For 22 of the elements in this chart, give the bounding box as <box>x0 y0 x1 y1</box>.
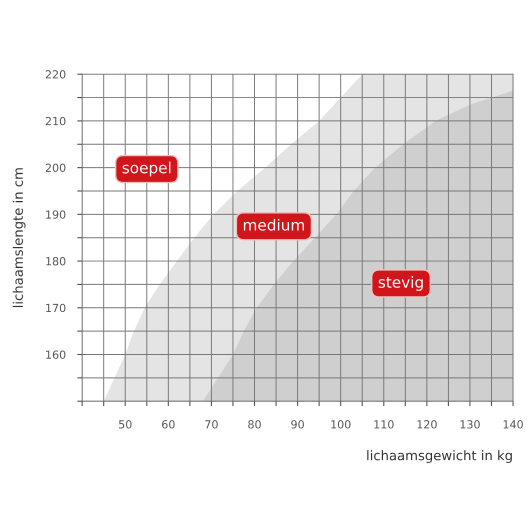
annotation: medium <box>244 218 304 231</box>
y-tick-label: 170 <box>46 304 66 312</box>
x-tick-label: 70 <box>205 420 218 429</box>
annotation: stevig <box>378 276 423 291</box>
x-tick-label: 50 <box>119 420 132 429</box>
x-tick-label: 140 <box>504 420 523 429</box>
y-tick-label: 200 <box>46 164 66 172</box>
x-axis-title: lichaamsgewicht in kg <box>367 450 512 463</box>
annotation: soepel <box>122 162 170 176</box>
x-tick-label: 110 <box>374 420 394 429</box>
x-tick-label: 80 <box>248 420 261 429</box>
y-tick-label: 210 <box>46 116 66 126</box>
y-axis-title: lichaamslengte in cm <box>12 168 26 308</box>
x-tick-label: 90 <box>291 420 304 429</box>
y-tick-label: 180 <box>46 257 66 266</box>
y-tick-label: 190 <box>46 210 66 219</box>
y-tick-label: 160 <box>46 350 66 359</box>
x-tick-label: 120 <box>417 420 437 429</box>
x-tick-label: 130 <box>460 420 480 429</box>
y-tick-label: 220 <box>46 70 66 79</box>
x-tick-label: 100 <box>331 420 351 429</box>
x-tick-label: 60 <box>162 420 175 429</box>
